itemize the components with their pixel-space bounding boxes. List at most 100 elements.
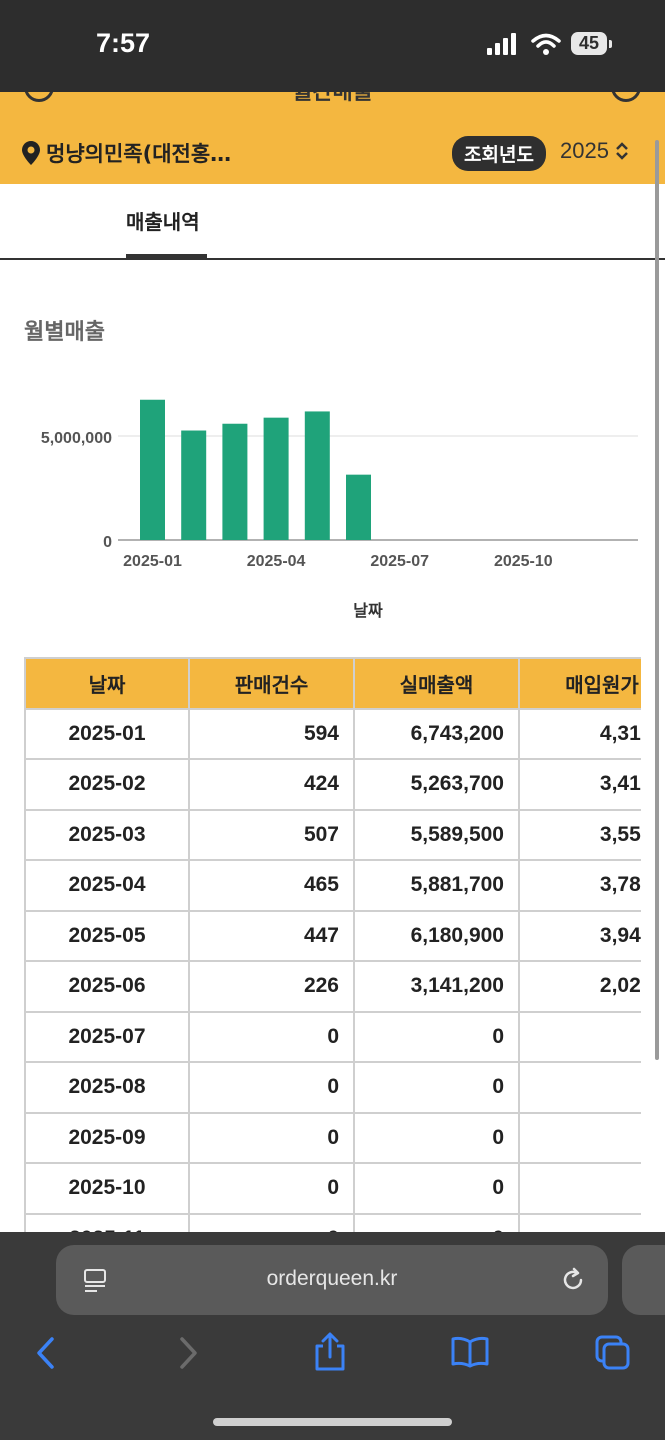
cell-sales-count: 465 xyxy=(188,859,355,912)
cell-date: 2025-01 xyxy=(24,707,190,760)
table-row: 2025-08 0 0 xyxy=(24,1061,641,1114)
table-row: 2025-03 507 5,589,500 3,558,2 xyxy=(24,808,641,861)
cell-net-sales: 0 xyxy=(353,1111,520,1164)
bar-2025-02[interactable] xyxy=(181,430,207,540)
cell-sales-count: 594 xyxy=(188,707,355,760)
x-tick-label: 2025-04 xyxy=(247,553,306,570)
cell-date: 2025-06 xyxy=(24,960,190,1013)
cell-purchase-cost: 3,558,2 xyxy=(518,808,641,861)
cell-sales-count: 447 xyxy=(188,909,355,962)
cell-sales-count: 0 xyxy=(188,1061,355,1114)
bar-2025-03[interactable] xyxy=(222,423,248,540)
cell-date: 2025-02 xyxy=(24,758,190,811)
table-row: 2025-02 424 5,263,700 3,414,5 xyxy=(24,758,641,811)
table-row: 2025-05 447 6,180,900 3,947,6 xyxy=(24,909,641,962)
x-tick-label: 2025-07 xyxy=(370,553,429,570)
reader-menu-icon[interactable] xyxy=(82,1267,108,1293)
address-bar[interactable]: orderqueen.kr xyxy=(56,1245,608,1315)
forward-icon[interactable] xyxy=(178,1336,200,1370)
cell-purchase-cost xyxy=(518,1061,641,1114)
cell-date: 2025-05 xyxy=(24,909,190,962)
cell-purchase-cost: 2,020,5 xyxy=(518,960,641,1013)
table-row: 2025-04 465 5,881,700 3,785,2 xyxy=(24,859,641,912)
x-tick-label: 2025-10 xyxy=(494,553,553,570)
y-tick-label: 0 xyxy=(103,534,112,551)
cell-date: 2025-07 xyxy=(24,1010,190,1063)
cell-sales-count: 226 xyxy=(188,960,355,1013)
cell-net-sales: 0 xyxy=(353,1212,520,1232)
table-row: 2025-07 0 0 xyxy=(24,1010,641,1063)
battery-indicator: 45 xyxy=(570,32,613,55)
cell-date: 2025-03 xyxy=(24,808,190,861)
store-selector[interactable]: 멍냥의민족(대전홍… xyxy=(22,138,231,168)
x-axis-label: 날짜 xyxy=(353,601,383,620)
bookmarks-icon[interactable] xyxy=(450,1336,490,1368)
y-tick-label: 5,000,000 xyxy=(41,430,112,447)
table-row: 2025-06 226 3,141,200 2,020,5 xyxy=(24,960,641,1013)
cell-purchase-cost xyxy=(518,1010,641,1063)
tab-bar: 매출내역 xyxy=(0,184,665,260)
reload-icon[interactable] xyxy=(560,1267,586,1293)
table-row: 2025-09 0 0 xyxy=(24,1111,641,1164)
cell-date: 2025-11 xyxy=(24,1212,190,1232)
app-header: 월간매출 멍냥의민족(대전홍… 조회년도 2025 xyxy=(0,92,665,184)
tabs-icon[interactable] xyxy=(594,1334,630,1370)
cell-net-sales: 0 xyxy=(353,1010,520,1063)
cell-date: 2025-10 xyxy=(24,1162,190,1215)
tab-sales-history[interactable]: 매출내역 xyxy=(126,210,200,234)
cell-sales-count: 507 xyxy=(188,808,355,861)
cell-net-sales: 3,141,200 xyxy=(353,960,520,1013)
status-time: 7:57 xyxy=(96,28,151,58)
cell-purchase-cost: 3,414,5 xyxy=(518,758,641,811)
cell-date: 2025-08 xyxy=(24,1061,190,1114)
cell-purchase-cost xyxy=(518,1162,641,1215)
bar-2025-01[interactable] xyxy=(140,399,165,540)
wifi-icon xyxy=(531,33,561,55)
cell-net-sales: 0 xyxy=(353,1061,520,1114)
cell-net-sales: 6,743,200 xyxy=(353,707,520,760)
column-header-date[interactable]: 날짜 xyxy=(24,657,190,710)
table-row: 2025-01 594 6,743,200 4,313,3 xyxy=(24,707,641,760)
cell-sales-count: 424 xyxy=(188,758,355,811)
home-indicator xyxy=(213,1418,452,1426)
cell-purchase-cost: 4,313,3 xyxy=(518,707,641,760)
cell-net-sales: 6,180,900 xyxy=(353,909,520,962)
bar-2025-04[interactable] xyxy=(263,417,289,540)
next-tab-preview[interactable] xyxy=(622,1245,665,1315)
section-title: 월별매출 xyxy=(24,320,105,345)
cell-date: 2025-04 xyxy=(24,859,190,912)
cell-purchase-cost: 3,947,6 xyxy=(518,909,641,962)
chevron-updown-icon xyxy=(616,142,628,160)
cell-date: 2025-09 xyxy=(24,1111,190,1164)
table-header-row: 날짜 판매건수 실매출액 매입원가 xyxy=(24,657,641,710)
table-row: 2025-11 0 0 xyxy=(24,1212,641,1232)
tab-active-indicator xyxy=(126,254,207,258)
table-row: 2025-10 0 0 xyxy=(24,1162,641,1215)
cell-purchase-cost: 3,785,2 xyxy=(518,859,641,912)
cell-net-sales: 5,881,700 xyxy=(353,859,520,912)
location-pin-icon xyxy=(22,141,40,165)
bar-2025-05[interactable] xyxy=(304,411,330,540)
cell-net-sales: 5,589,500 xyxy=(353,808,520,861)
monthly-sales-chart: 0 5,000,000 2025-01 2025-04 2025-07 2025-10 날짜 xyxy=(41,399,638,620)
column-header-purchase-cost[interactable]: 매입원가 xyxy=(518,657,641,710)
cell-sales-count: 0 xyxy=(188,1010,355,1063)
year-label-badge: 조회년도 xyxy=(452,136,546,171)
column-header-sales-count[interactable]: 판매건수 xyxy=(188,657,355,710)
column-header-net-sales[interactable]: 실매출액 xyxy=(353,657,520,710)
page-title: 월간매출 xyxy=(292,92,373,105)
cell-net-sales: 0 xyxy=(353,1162,520,1215)
page-scrollbar[interactable] xyxy=(655,140,659,1060)
status-bar: 7:57 45 xyxy=(0,0,665,92)
cell-purchase-cost xyxy=(518,1212,641,1232)
share-icon[interactable] xyxy=(313,1332,347,1372)
sales-table: 날짜 판매건수 실매출액 매입원가 2025-01 594 6,743,200 … xyxy=(24,657,641,1232)
browser-toolbar: orderqueen.kr xyxy=(0,1232,665,1440)
cell-net-sales: 5,263,700 xyxy=(353,758,520,811)
year-select[interactable]: 2025 xyxy=(560,138,629,164)
cell-sales-count: 0 xyxy=(188,1111,355,1164)
cell-sales-count: 0 xyxy=(188,1212,355,1232)
back-icon[interactable] xyxy=(34,1336,56,1370)
cell-purchase-cost xyxy=(518,1111,641,1164)
bar-2025-06[interactable] xyxy=(346,474,371,540)
